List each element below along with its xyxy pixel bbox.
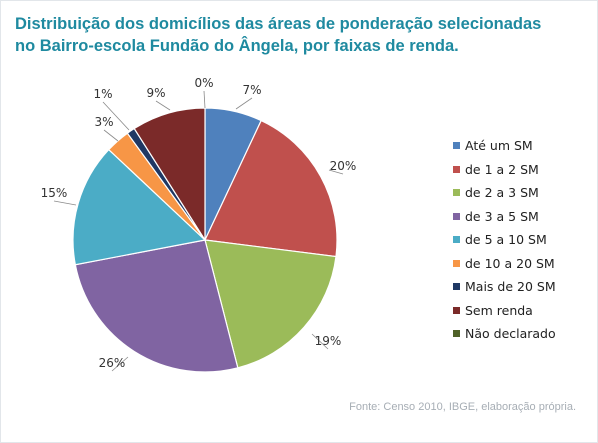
legend-swatch [453, 189, 460, 197]
pie-label-ate-um-sm: 7% [242, 83, 261, 97]
pie-label-de-10-a-20-sm: 3% [94, 115, 113, 129]
chart-title-line-2: no Bairro-escola Fundão do Ângela, por f… [15, 37, 459, 55]
legend-label: de 2 a 3 SM [465, 185, 539, 201]
leader-line-mais-de-20-sm [102, 101, 130, 131]
legend-swatch [453, 306, 460, 314]
legend-label: Não declarado [465, 326, 556, 342]
legend-item-de-2-a-3-sm: de 2 a 3 SM [453, 181, 556, 205]
leader-line-sem-renda [155, 100, 171, 111]
legend-item-ate-um-sm: Até um SM [453, 134, 556, 158]
pie-label-de-3-a-5-sm: 26% [99, 356, 126, 370]
legend-item-de-10-a-20-sm: de 10 a 20 SM [453, 252, 556, 276]
pie-label-de-1-a-2-sm: 20% [330, 159, 357, 173]
legend-item-sem-renda: Sem renda [453, 299, 556, 323]
legend-item-de-5-a-10-sm: de 5 a 10 SM [453, 228, 556, 252]
legend-swatch [453, 330, 460, 338]
pie-slice-de-2-a-3-sm [204, 239, 337, 369]
leader-line-de-2-a-3-sm [311, 333, 329, 350]
chart-title: Distribuição dos domicílios das áreas de… [15, 13, 575, 57]
legend-label: Mais de 20 SM [465, 279, 556, 295]
legend-item-de-1-a-2-sm: de 1 a 2 SM [453, 158, 556, 182]
pie-slice-de-5-a-10-sm [72, 148, 207, 266]
legend-label: de 10 a 20 SM [465, 255, 555, 271]
leader-line-ate-um-sm [235, 97, 253, 110]
leader-line-nao-declarado [203, 90, 206, 109]
legend-swatch [453, 259, 460, 267]
leader-line-de-5-a-10-sm [53, 200, 77, 206]
legend-label: Sem renda [465, 302, 533, 318]
legend-label: Até um SM [465, 138, 533, 154]
legend-item-de-3-a-5-sm: de 3 a 5 SM [453, 205, 556, 229]
legend-swatch [453, 236, 460, 244]
leader-line-de-10-a-20-sm [103, 129, 119, 142]
legend-label: de 1 a 2 SM [465, 161, 539, 177]
legend-label: de 5 a 10 SM [465, 232, 547, 248]
legend-swatch [453, 142, 460, 150]
chart-legend: Até um SM de 1 a 2 SM de 2 a 3 SM de 3 a 5 … [453, 134, 556, 346]
pie-label-de-2-a-3-sm: 19% [315, 334, 342, 348]
legend-swatch [453, 165, 460, 173]
leader-line-de-3-a-5-sm [111, 356, 129, 372]
legend-label: de 3 a 5 SM [465, 208, 539, 224]
chart-title-line-1: Distribuição dos domicílios das áreas de… [15, 15, 542, 33]
leader-line-de-1-a-2-sm [328, 169, 344, 175]
pie-slice-de-3-a-5-sm [74, 239, 239, 373]
pie-label-sem-renda: 9% [146, 86, 165, 100]
pie-slice-de-1-a-2-sm [204, 119, 338, 258]
legend-item-mais-de-20-sm: Mais de 20 SM [453, 275, 556, 299]
pie-label-nao-declarado: 0% [194, 76, 213, 90]
pie-label-de-5-a-10-sm: 15% [41, 186, 68, 200]
source-note: Fonte: Censo 2010, IBGE, elaboração próp… [349, 401, 576, 413]
legend-swatch [453, 283, 460, 291]
legend-item-nao-declarado: Não declarado [453, 322, 556, 346]
legend-swatch [453, 212, 460, 220]
pie-label-mais-de-20-sm: 1% [93, 87, 112, 101]
